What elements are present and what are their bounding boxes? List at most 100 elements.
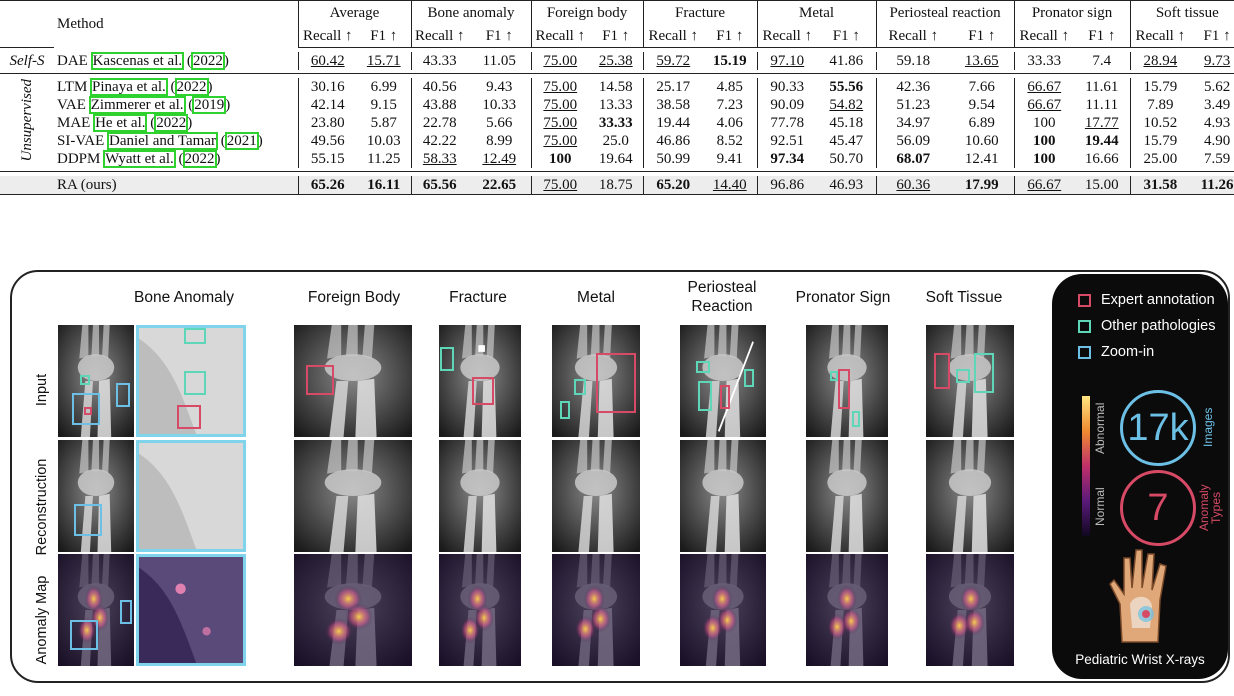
xray-pronator-sign: [806, 554, 888, 666]
table-row: MAE He et al. (2022) 23.80 5.87 22.78 5.66 75…: [0, 113, 1234, 132]
subheader-f1: F1 ↑: [950, 25, 1015, 48]
method-name: DDPM Wyatt et al. (2022): [57, 149, 221, 168]
table-cell: 33.33: [1013, 52, 1075, 70]
xray-zoom: [139, 328, 243, 434]
table-cell: 11.25: [367, 150, 401, 167]
table-cell: 100: [1013, 132, 1075, 150]
citation-year-link[interactable]: 2022: [174, 77, 209, 96]
citation-year-link[interactable]: 2022: [182, 149, 217, 168]
table-cell: 42.14: [297, 96, 357, 114]
table-cell: 75.00: [530, 176, 590, 195]
anomaly-types-label: Anomaly Types: [1197, 484, 1223, 532]
figure-column-header: Periosteal Reaction: [687, 279, 757, 315]
table-cell: 55.56: [829, 78, 864, 95]
zoom-box: [120, 600, 132, 624]
citation-link[interactable]: Pinaya et al.: [90, 77, 168, 96]
xray-pronator-sign: [806, 440, 888, 552]
subheader-f1: F1 ↑: [1074, 25, 1131, 48]
table-row: VAE Zimmerer et al. (2019) 42.14 9.15 43.88…: [0, 95, 1234, 114]
expert-box: [177, 405, 201, 429]
table-cell: 38.58: [642, 96, 704, 114]
table-cell: 100: [1013, 114, 1075, 132]
table-cell: 4.85: [716, 78, 743, 95]
expert-box: [838, 369, 850, 409]
figure-row-label: Anomaly Map: [34, 575, 50, 665]
figure-column-header: Bone Anomaly: [134, 289, 234, 306]
colorbar: [1082, 396, 1090, 536]
table-cell: 9.15: [370, 96, 397, 113]
citation-link[interactable]: Wyatt et al.: [103, 149, 176, 168]
table-cell: 15.00: [1074, 176, 1131, 195]
expert-box: [472, 377, 494, 405]
subheader-recall: Recall ↑: [530, 25, 590, 48]
zoom-box: [72, 393, 100, 425]
group-label-self-supervised: Self-S: [9, 52, 45, 69]
table-cell: 25.00: [1129, 150, 1191, 168]
table-cell: 11.61: [1085, 78, 1119, 95]
anomaly-types-count: 7: [1120, 470, 1196, 546]
table-cell: 12.49: [482, 150, 517, 167]
xray-soft-tissue: [926, 554, 1014, 666]
pathology-box: [698, 381, 712, 411]
pathology-box: [560, 401, 570, 419]
group-header: Foreign body: [530, 0, 644, 25]
method-header: Method: [54, 0, 298, 48]
table-cell: 56.09: [875, 132, 951, 150]
table-cell: 28.94: [1129, 52, 1191, 70]
table-cell: 66.67: [1013, 176, 1075, 195]
table-cell: 60.42: [297, 52, 357, 70]
group-header: Periosteal reaction: [875, 0, 1015, 25]
citation-link[interactable]: Kascenas et al.: [90, 51, 185, 70]
table-cell: 43.88: [410, 96, 468, 114]
table-cell: 15.79: [1129, 132, 1191, 150]
legend-item: Expert annotation: [1078, 292, 1215, 308]
method-name: SI-VAE Daniel and Tamar (2021): [57, 131, 263, 150]
table-row: DDPM Wyatt et al. (2022) 55.15 11.25 58.33 1…: [0, 149, 1234, 168]
legend-panel: Expert annotation Other pathologies Zoom-i…: [1052, 274, 1228, 679]
zoom-box: [70, 620, 98, 650]
table-cell: 45.18: [829, 114, 864, 131]
images-label: Images: [1201, 407, 1215, 447]
pathology-box: [830, 371, 838, 381]
group-header: Soft tissue: [1129, 0, 1234, 25]
table-cell: 11.26: [1190, 176, 1234, 195]
citation-link[interactable]: Zimmerer et al.: [88, 95, 186, 114]
group-header: Metal: [756, 0, 877, 25]
table-cell: 59.72: [642, 52, 704, 70]
table-cell: 5.62: [1203, 78, 1231, 95]
legend-swatch: [1078, 345, 1091, 359]
citation-year-link[interactable]: 2019: [192, 95, 227, 114]
citation-year-link[interactable]: 2021: [224, 131, 259, 150]
subheader-f1: F1 ↑: [468, 25, 532, 48]
citation-year-link[interactable]: 2022: [190, 51, 225, 70]
table-cell: 30.16: [297, 78, 357, 96]
citation-year-link[interactable]: 2022: [154, 113, 189, 132]
table-cell: 19.44: [1084, 132, 1119, 149]
qualitative-figure: Bone Anomaly Foreign Body Fracture Metal Per…: [10, 270, 1230, 683]
expert-box: [84, 407, 92, 415]
table-cell: 66.67: [1013, 78, 1075, 96]
table-cell: 6.89: [968, 114, 995, 131]
table-cell: 12.41: [964, 150, 999, 167]
table-cell: 10.52: [1129, 114, 1191, 132]
table-row: Self-S DAE Kascenas et al. (2022) 60.42 15.…: [0, 51, 1234, 70]
xray-periosteal-reaction: [680, 440, 766, 552]
group-header: Fracture: [642, 0, 758, 25]
hand-illustration: [1100, 544, 1180, 644]
table-cell: 49.56: [297, 132, 357, 150]
citation-link[interactable]: Daniel and Tamar: [106, 131, 218, 150]
table-cell: 9.43: [486, 78, 513, 95]
xray-foreign-body: [294, 554, 412, 666]
table-cell: 75.00: [530, 114, 590, 132]
citation-link[interactable]: He et al.: [93, 113, 148, 132]
table-cell: 11.05: [482, 52, 516, 69]
table-cell: 17.77: [1084, 114, 1119, 131]
table-cell: 19.44: [642, 114, 704, 132]
images-count: 17k: [1120, 390, 1196, 466]
table-cell: 68.07: [875, 150, 951, 168]
xray-zoom: [139, 443, 243, 549]
xray-periosteal-reaction: [680, 325, 766, 437]
xray-foreign-body: [294, 325, 412, 437]
table-cell: 8.52: [716, 132, 743, 149]
pathology-box: [184, 371, 206, 395]
